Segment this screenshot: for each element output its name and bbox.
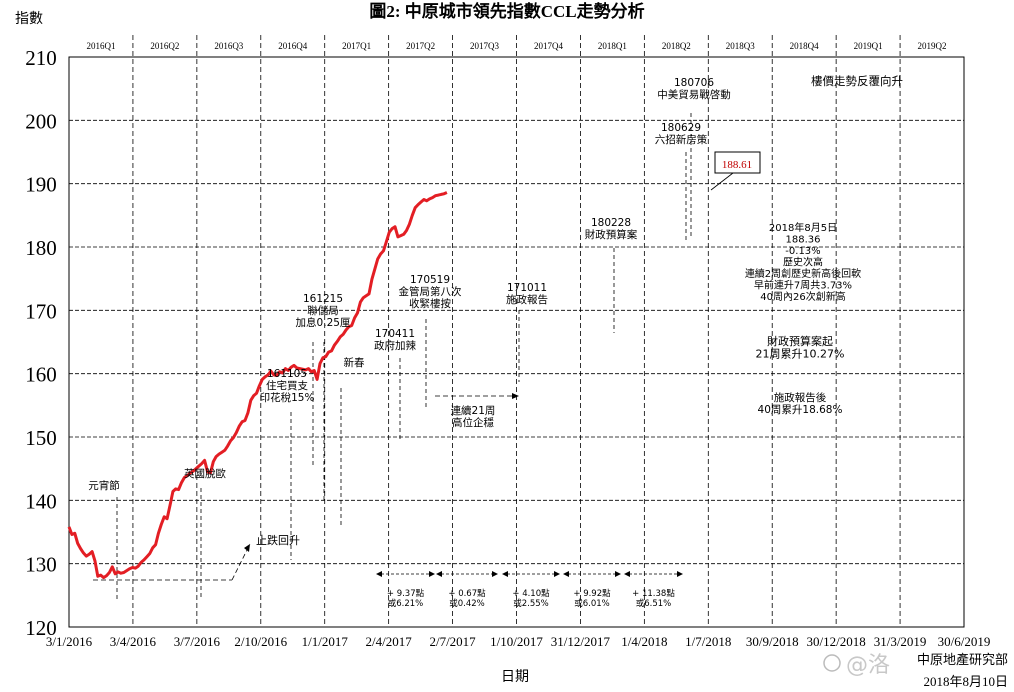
weibo-icon: [823, 654, 841, 672]
watermark: @洛: [846, 653, 890, 678]
latest-value-pointer: [710, 172, 734, 191]
x-tick-label: 31/12/2017: [551, 634, 611, 649]
y-tick-label: 210: [25, 46, 57, 70]
gain-arrowhead-right: [492, 571, 498, 577]
y-tick-label: 200: [25, 109, 57, 133]
event-label: 170411 政府加辣: [374, 328, 416, 352]
gain-arrowhead-right: [677, 571, 683, 577]
gain-arrowhead-right: [615, 571, 621, 577]
quarter-label: 2017Q3: [470, 41, 499, 51]
quarter-label: 2018Q3: [726, 41, 755, 51]
chart-title: 圖2: 中原城市領先指數CCL走勢分析: [369, 1, 644, 21]
policy-note: 施政報告後 40周累升18.68%: [758, 391, 843, 416]
y-tick-label: 130: [25, 553, 57, 577]
ccl-series: [67, 191, 448, 580]
y-tick-label: 190: [25, 173, 57, 197]
event-label: 170519 金管局第八次收緊樓按: [399, 274, 462, 310]
x-tick-label: 3/1/2016: [46, 634, 93, 649]
x-tick-label: 3/4/2016: [110, 634, 157, 649]
quarter-labels: 2016Q1 2016Q2 2016Q3 2016Q4 2017Q1 2017Q2 2017…: [86, 41, 946, 51]
source-label: 中原地產研究部: [917, 652, 1008, 667]
quarter-label: 2017Q2: [406, 41, 435, 51]
ccl-line: [67, 191, 448, 580]
latest-value: 188.61: [722, 159, 752, 171]
gain-arrowhead-left: [376, 571, 382, 577]
gain-arrowhead-right: [429, 571, 435, 577]
y-tick-label: 150: [25, 426, 57, 450]
quarter-label: 2018Q2: [662, 41, 691, 51]
x-tick-label: 31/3/2019: [874, 634, 927, 649]
plateau-arrowhead: [512, 393, 519, 399]
quarter-label: 2016Q4: [278, 41, 307, 51]
quarter-label: 2016Q2: [150, 41, 179, 51]
gain-label: + 11.38點或6.51%: [632, 588, 675, 609]
x-tick-label: 30/12/2018: [807, 634, 866, 649]
gain-arrowhead-left: [624, 571, 630, 577]
quarter-label: 2017Q4: [534, 41, 563, 51]
y-tick-label: 160: [25, 363, 57, 387]
x-tick-label: 1/10/2017: [490, 634, 543, 649]
x-tick-label: 3/7/2016: [174, 634, 221, 649]
footer: @洛 中原地產研究部 2018年8月10日: [823, 652, 1008, 689]
gain-label: + 0.67點或0.42%: [448, 588, 486, 609]
x-tick-label: 30/6/2019: [938, 634, 991, 649]
latest-value-box: [714, 151, 761, 174]
event-label: 180706 中美貿易戰啓動: [657, 77, 731, 101]
event-markers: [116, 113, 692, 600]
event-label: 161215 聯儲局加息0.25厘: [296, 293, 351, 329]
gain-arrowhead-left: [436, 571, 442, 577]
event-label: 元宵節: [88, 479, 120, 492]
budget-note: 財政預算案起 21周累升10.27%: [756, 334, 845, 361]
y-tick-label: 120: [25, 616, 57, 640]
y-axis-label: 指數: [15, 11, 43, 27]
stopfall-arrowhead: [244, 544, 250, 552]
y-tick-label: 140: [25, 489, 57, 513]
x-tick-label: 30/9/2018: [746, 634, 799, 649]
annotations: 元宵節 英國脫歐 161105 住宅買支印花稅15% 161215 聯儲局加息0.25厘新…: [88, 74, 903, 609]
event-label: 180629 六招新房策: [655, 122, 708, 146]
gain-arrowhead-right: [554, 571, 560, 577]
x-axis-label: 日期: [501, 669, 529, 685]
quarter-label: 2018Q4: [790, 41, 819, 51]
x-tick-label: 2/10/2016: [234, 634, 287, 649]
quarter-label: 2017Q1: [342, 41, 371, 51]
stopfall-label: 止跌回升: [256, 533, 300, 547]
trend-note: 樓價走勢反覆向升: [811, 74, 903, 88]
gain-arrowhead-left: [502, 571, 508, 577]
x-tick-label: 1/1/2017: [302, 634, 349, 649]
x-tick-label: 2/4/2017: [366, 634, 413, 649]
gain-label: + 9.92點或6.01%: [573, 588, 611, 609]
quarter-label: 2018Q1: [598, 41, 627, 51]
event-label: 161105 住宅買支印花稅15%: [260, 368, 315, 404]
y-axis-ticks: 120 130 140 150 160 170 180 190 200 210: [25, 46, 57, 640]
y-tick-label: 180: [25, 236, 57, 260]
x-axis-ticks: 3/1/2016 3/4/2016 3/7/2016 2/10/2016 1/1/201…: [46, 634, 990, 649]
event-label: 英國脫歐: [184, 467, 226, 480]
x-tick-label: 2/7/2017: [429, 634, 476, 649]
gain-label: + 9.37點或6.21%: [387, 588, 425, 609]
event-label: 新春: [344, 356, 365, 369]
quarter-label: 2019Q1: [854, 41, 883, 51]
plateau-note: 連續21周高位企穩: [451, 404, 496, 429]
event-label: 180228 財政預算案: [585, 217, 638, 241]
grid: [69, 35, 964, 627]
x-tick-label: 1/7/2018: [685, 634, 731, 649]
stats-block: 2018年8月5日 188.36 -0.13%歷史次高連續2周創歷史新高後回軟早前連…: [745, 221, 861, 303]
gain-arrowhead-left: [563, 571, 569, 577]
gain-label: + 4.10點或2.55%: [512, 588, 550, 609]
plot-area: [68, 56, 965, 628]
quarter-label: 2019Q2: [918, 41, 947, 51]
y-tick-label: 170: [25, 299, 57, 323]
x-tick-label: 1/4/2018: [621, 634, 667, 649]
event-label: 171011 施政報告: [506, 282, 548, 306]
quarter-label: 2016Q1: [86, 41, 115, 51]
source-date: 2018年8月10日: [923, 674, 1008, 689]
quarter-label: 2016Q3: [214, 41, 243, 51]
